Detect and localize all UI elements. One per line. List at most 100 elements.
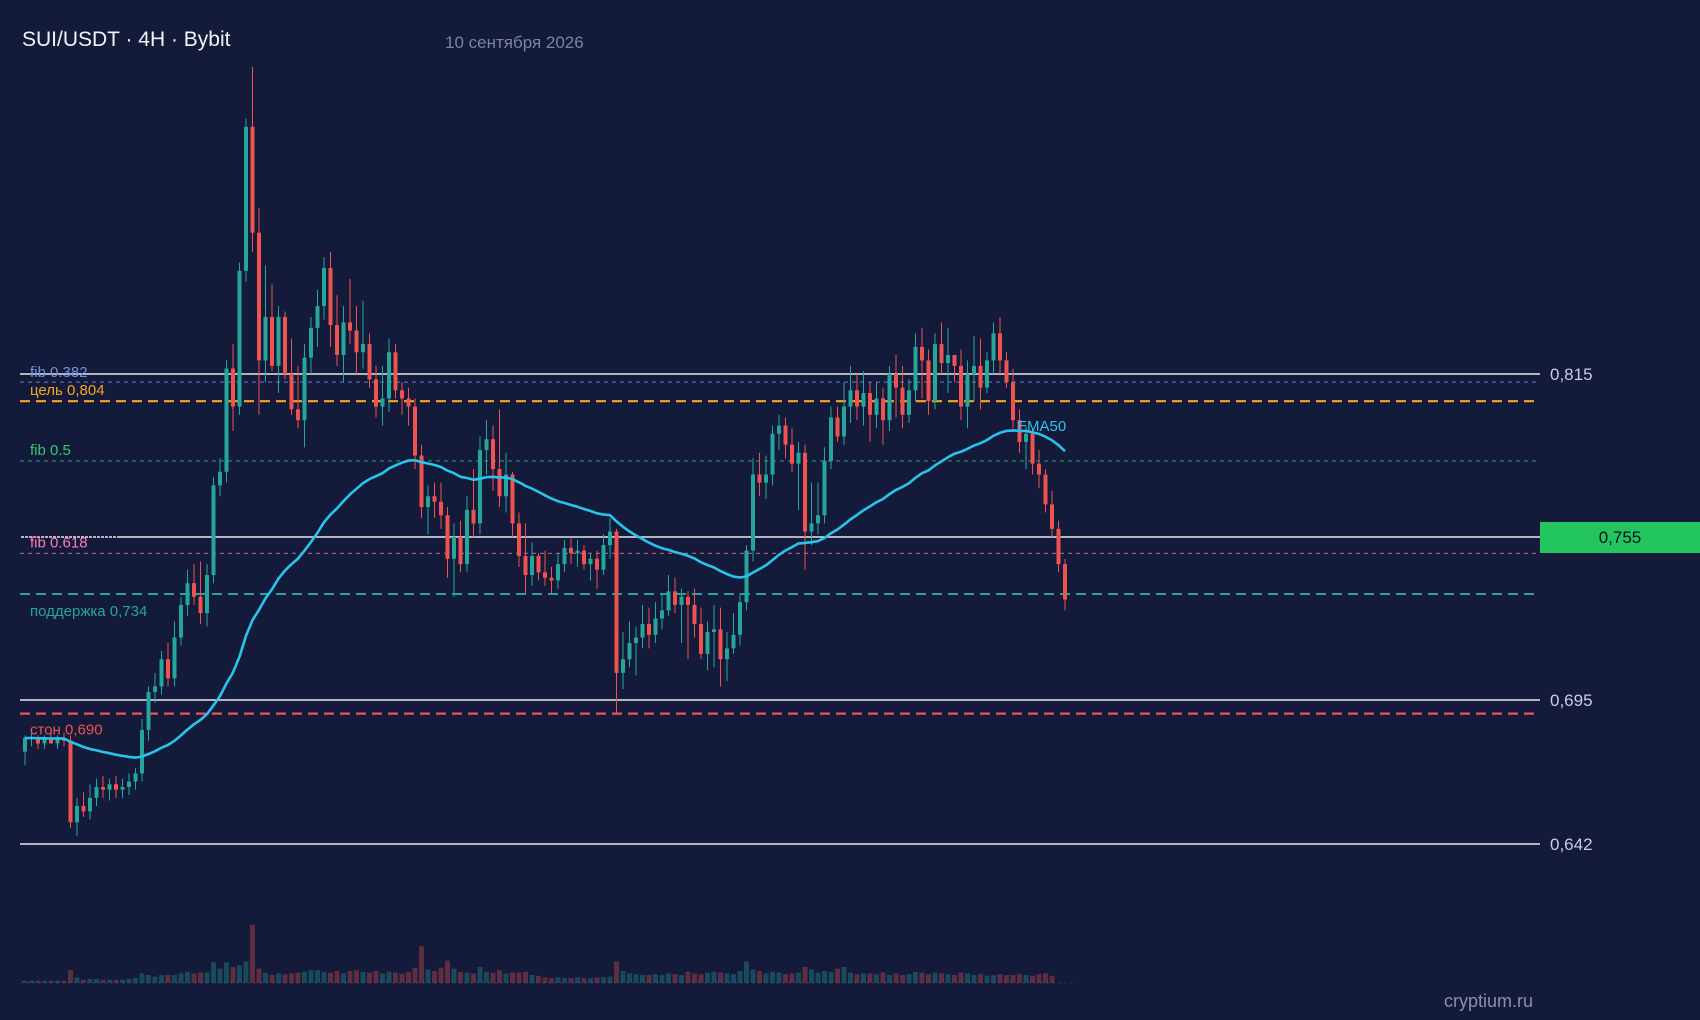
volume-bar (373, 971, 379, 983)
candle-body (653, 618, 658, 635)
candle-body (699, 623, 703, 654)
candle-body (881, 398, 885, 421)
volume-bar (230, 967, 236, 983)
candle-body (569, 547, 573, 554)
candle-body (185, 583, 190, 605)
candle-body (107, 784, 112, 790)
candle-body (322, 268, 326, 307)
volume-bar (315, 970, 320, 983)
volume-bar (698, 974, 704, 983)
candle-body (81, 805, 86, 812)
stop-label: стон 0,690 (30, 722, 103, 739)
volume-bar (497, 970, 502, 983)
candle-body (491, 439, 495, 470)
candle-body (439, 501, 443, 516)
candle-body (842, 406, 846, 437)
candle-body (991, 333, 996, 361)
candle-body (244, 126, 248, 271)
volume-bar (575, 977, 580, 983)
volume-bar (568, 978, 574, 983)
candle-body (146, 691, 151, 730)
candle-body (549, 577, 554, 581)
volume-bar (477, 967, 483, 983)
volume-bar (107, 979, 112, 983)
volume-bar (997, 974, 1003, 983)
ema-layer (25, 429, 1066, 759)
volume-bar (783, 974, 788, 983)
candle-body (341, 322, 346, 355)
candle-body (530, 556, 534, 576)
volume-bar (68, 970, 73, 983)
candle-body (205, 575, 209, 614)
price-axis-label: 0,695 (1550, 691, 1593, 710)
volume-bar (516, 972, 522, 983)
volume-bar (48, 980, 54, 983)
volume-bar (295, 972, 301, 983)
volume-bar (887, 975, 892, 983)
price-levels-layer (20, 373, 1540, 845)
volume-bar (191, 973, 197, 983)
candle-body (939, 344, 944, 364)
volume-bar (549, 978, 554, 983)
candle-body (432, 496, 437, 502)
volume-bar (796, 972, 801, 983)
candle-body (166, 659, 170, 679)
volume-bar (705, 972, 710, 983)
price-axis-label: 0,642 (1550, 835, 1593, 854)
volume-bar (666, 973, 671, 983)
candle-body (1011, 382, 1015, 421)
candle-body (75, 805, 79, 823)
candle-body (861, 393, 866, 407)
volume-bar (1043, 973, 1048, 983)
volume-bar (848, 972, 853, 983)
volume-bar (263, 972, 268, 983)
volume-bar (243, 961, 249, 983)
candle-body (978, 365, 983, 388)
volume-bar (731, 974, 736, 983)
candle-body (1043, 474, 1048, 505)
candle-body (965, 374, 970, 407)
volume-bar (672, 974, 678, 983)
volume-bar (419, 946, 424, 983)
volume-bar (393, 972, 398, 983)
volume-bar (1010, 975, 1016, 983)
volume-bar (334, 971, 340, 983)
candle-body (393, 352, 398, 391)
volume-bar (861, 973, 866, 983)
candle-body (315, 306, 320, 328)
volume-bar (893, 973, 899, 983)
candle-body (647, 623, 651, 635)
volume-bar (133, 978, 138, 983)
volume-bar (737, 971, 743, 983)
volume-bar (523, 971, 528, 983)
volume-bar (1049, 975, 1055, 983)
volume-bar (633, 974, 639, 983)
volume-bar (250, 924, 255, 983)
candle-body (283, 316, 287, 374)
volume-bar (620, 971, 626, 983)
candle-body (536, 556, 541, 573)
volume-bar (276, 973, 281, 983)
candle-body (523, 556, 528, 576)
candle-body (855, 390, 859, 407)
candle-body (829, 417, 833, 461)
volume-bar (835, 968, 840, 983)
volume-bar (1036, 974, 1042, 983)
candle-body (900, 387, 905, 415)
volume-bar (204, 972, 210, 983)
volume-bar (965, 973, 970, 983)
candle-body (972, 365, 976, 374)
candle-body (998, 333, 1002, 361)
target-label: цель 0,804 (30, 382, 105, 399)
volume-bar (939, 973, 944, 983)
volume-bar (978, 974, 983, 983)
candle-body (23, 738, 27, 752)
candle-body (666, 591, 671, 611)
candle-body (673, 591, 677, 605)
volume-bar (828, 971, 834, 983)
volume-bar (302, 971, 307, 983)
volume-bar (640, 975, 645, 983)
volume-bar (1004, 975, 1009, 983)
candle-body (465, 509, 469, 565)
candle-body (712, 629, 716, 633)
